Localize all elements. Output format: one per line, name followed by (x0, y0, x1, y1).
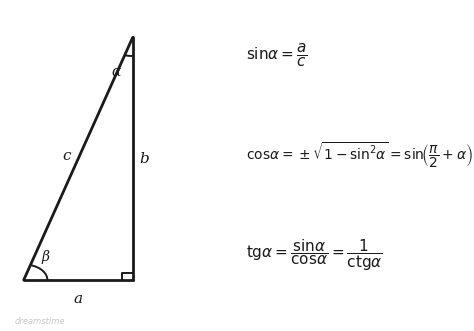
Text: ID 206588504  © Olha Furmaniuk: ID 206588504 © Olha Furmaniuk (284, 318, 403, 324)
Text: β: β (41, 250, 49, 264)
Text: $\mathrm{cos}\alpha = \pm\sqrt{1-\mathrm{sin}^{2}\alpha} = \mathrm{sin}\!\left(\: $\mathrm{cos}\alpha = \pm\sqrt{1-\mathrm… (246, 141, 474, 170)
Text: $\mathrm{tg}\alpha = \dfrac{\mathrm{sin}\alpha}{\mathrm{cos}\alpha} = \dfrac{1}{: $\mathrm{tg}\alpha = \dfrac{\mathrm{sin}… (246, 237, 383, 273)
Text: dreamstime: dreamstime (14, 316, 65, 326)
Text: b: b (140, 152, 149, 166)
Text: α: α (111, 65, 121, 78)
Text: $\mathrm{sin}\alpha = \dfrac{a}{c}$: $\mathrm{sin}\alpha = \dfrac{a}{c}$ (246, 43, 309, 70)
Text: c: c (62, 149, 71, 163)
Text: a: a (73, 292, 83, 306)
